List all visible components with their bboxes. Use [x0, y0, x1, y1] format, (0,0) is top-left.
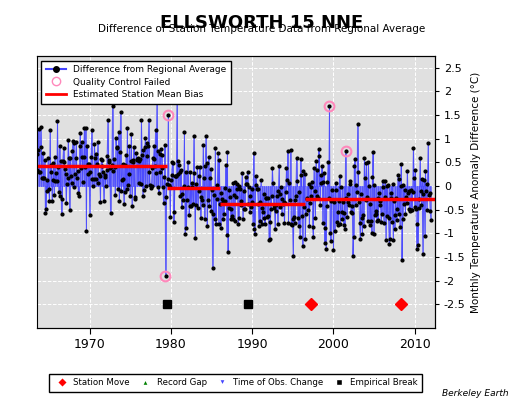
Text: Berkeley Earth: Berkeley Earth [442, 389, 508, 398]
Y-axis label: Monthly Temperature Anomaly Difference (°C): Monthly Temperature Anomaly Difference (… [471, 71, 481, 313]
Text: Difference of Station Temperature Data from Regional Average: Difference of Station Temperature Data f… [99, 24, 425, 34]
Legend: Difference from Regional Average, Quality Control Failed, Estimated Station Mean: Difference from Regional Average, Qualit… [41, 60, 231, 104]
Legend: Station Move, Record Gap, Time of Obs. Change, Empirical Break: Station Move, Record Gap, Time of Obs. C… [49, 374, 422, 392]
Text: ELLSWORTH 15 NNE: ELLSWORTH 15 NNE [160, 14, 364, 32]
